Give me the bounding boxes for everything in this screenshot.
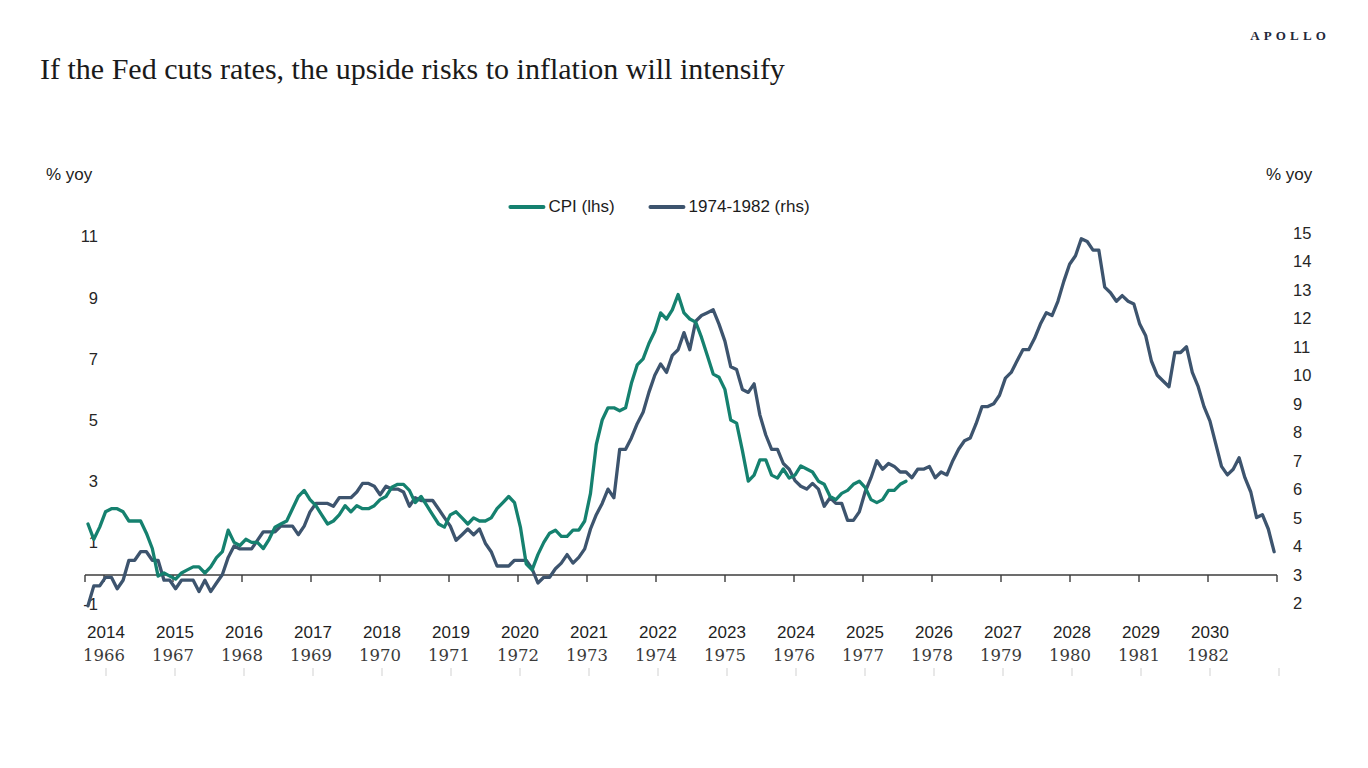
x-axis-year-label-top: 2018 [363,623,401,642]
chart-page: APOLLO If the Fed cuts rates, the upside… [0,0,1368,768]
right-axis-tick-label: 13 [1293,281,1311,299]
right-axis-tick-label: 2 [1293,594,1302,612]
left-axis-tick-label: 11 [81,227,98,245]
x-axis-year-label-bottom: 1978 [911,646,953,665]
x-axis-year-label-bottom: 1977 [842,646,884,665]
x-axis-year-label-top: 2022 [639,623,677,642]
right-axis-tick-label: 14 [1293,252,1311,270]
comparison-1974-1982-line [88,239,1274,606]
x-axis-year-label-top: 2025 [846,623,884,642]
x-axis-year-label-top: 2028 [1053,623,1091,642]
left-axis-tick-label: 9 [89,289,98,307]
x-axis-year-label-top: 2021 [570,623,608,642]
x-axis-year-label-bottom: 1980 [1049,646,1091,665]
x-axis-year-label-top: 2027 [984,623,1022,642]
cpi-line [88,295,906,580]
x-axis-year-label-top: 2023 [708,623,746,642]
x-axis-year-label-top: 2026 [915,623,953,642]
x-axis-year-label-bottom: 1968 [221,646,263,665]
x-axis-year-label-bottom: 1967 [152,646,194,665]
x-axis-year-label-top: 2030 [1191,623,1229,642]
right-axis-tick-label: 9 [1293,395,1302,413]
right-axis-tick-label: 10 [1293,366,1311,384]
left-axis-tick-label: 3 [89,472,98,490]
right-axis-tick-label: 7 [1293,452,1302,470]
x-axis-year-label-top: 2024 [777,623,815,642]
x-axis-year-label-bottom: 1973 [566,646,608,665]
x-axis-year-label-bottom: 1982 [1187,646,1229,665]
x-axis-year-label-bottom: 1976 [773,646,815,665]
right-axis-tick-label: 3 [1293,566,1302,584]
right-axis-tick-label: 15 [1293,224,1311,242]
right-axis-tick-label: 11 [1293,338,1310,356]
x-axis-year-label-bottom: 1972 [497,646,539,665]
x-axis-year-label-top: 2029 [1122,623,1160,642]
x-axis-year-label-bottom: 1966 [83,646,125,665]
chart-plot-area: 1197531-11514131211109876543220142015201… [0,0,1368,768]
right-axis-tick-label: 12 [1293,309,1311,327]
x-axis-year-label-bottom: 1969 [290,646,332,665]
x-axis-year-label-bottom: 1975 [704,646,746,665]
x-axis-year-label-bottom: 1981 [1118,646,1160,665]
x-axis-year-label-bottom: 1970 [359,646,401,665]
x-axis-year-label-top: 2015 [156,623,194,642]
x-axis-year-label-top: 2016 [225,623,263,642]
x-axis-year-label-top: 2014 [87,623,125,642]
left-axis-tick-label: 7 [89,350,98,368]
x-axis-year-label-top: 2017 [294,623,332,642]
x-axis-year-label-top: 2020 [501,623,539,642]
x-axis-year-label-top: 2019 [432,623,470,642]
x-axis-year-label-bottom: 1974 [635,646,677,665]
right-axis-tick-label: 8 [1293,423,1302,441]
right-axis-tick-label: 4 [1293,537,1302,555]
x-axis-year-label-bottom: 1971 [428,646,470,665]
x-axis-year-label-bottom: 1979 [980,646,1022,665]
right-axis-tick-label: 5 [1293,509,1302,527]
right-axis-tick-label: 6 [1293,480,1302,498]
left-axis-tick-label: 5 [89,411,98,429]
